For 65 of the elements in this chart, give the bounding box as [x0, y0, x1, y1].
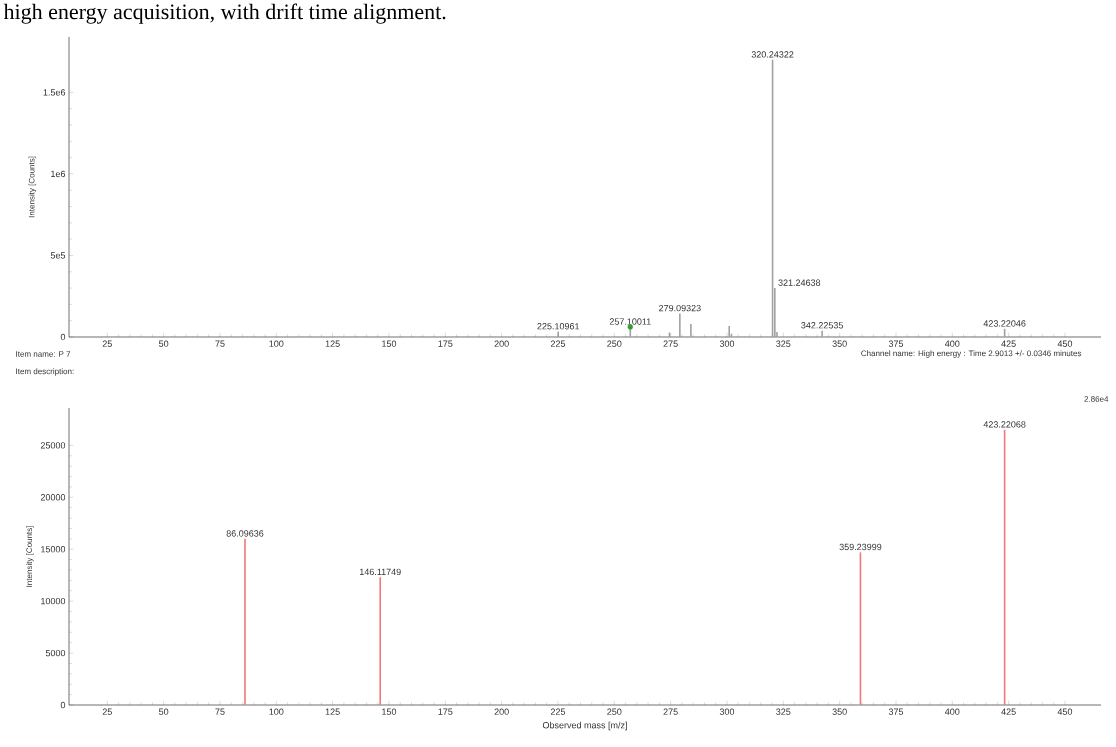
- y-tick-label: 5000: [45, 649, 66, 657]
- x-tick-label: 400: [944, 708, 960, 715]
- x-tick-label: 225: [550, 708, 566, 715]
- chart-title: high energy acquisition, with drift time alignment.: [3, 3, 446, 24]
- x-tick-label: 350: [832, 708, 847, 715]
- y-axis-title: Intensity [Counts]: [26, 526, 34, 587]
- y-tick-label: 25000: [40, 442, 66, 449]
- x-tick-label: 425: [1001, 708, 1016, 715]
- annotation: 359.23999: [839, 543, 882, 551]
- x-tick-label: 350: [832, 340, 847, 347]
- annotation: 423.22046: [983, 320, 1026, 327]
- x-tick-label: 225: [550, 340, 566, 347]
- x-tick-label: 275: [663, 340, 678, 347]
- annotation: 321.24638: [778, 279, 821, 286]
- y-axis-title: Intensity [Counts]: [28, 156, 37, 218]
- annotation: 279.09323: [659, 304, 701, 312]
- annotation: 320.24322: [751, 51, 794, 58]
- x-tick-label: 200: [494, 708, 509, 715]
- x-tick-label: 250: [607, 708, 622, 715]
- x-tick-label: 400: [944, 340, 960, 347]
- x-tick-label: 300: [719, 340, 735, 347]
- x-tick-label: 275: [663, 708, 678, 715]
- x-tick-label: 450: [1057, 340, 1073, 347]
- y-tick-label: 20000: [40, 494, 66, 501]
- x-tick-label: 375: [888, 340, 904, 347]
- x-tick-label: 150: [382, 340, 397, 347]
- x-tick-label: 25: [102, 708, 112, 715]
- y-tick-label: 10000: [41, 597, 66, 605]
- x-tick-label: 50: [159, 340, 169, 347]
- annotation: 146.11749: [359, 568, 401, 576]
- text: Item name: P 7: [16, 351, 71, 357]
- x-tick-label: 75: [215, 340, 225, 347]
- x-tick-label: 375: [888, 708, 904, 715]
- x-tick-label: 25: [102, 340, 112, 347]
- y-tick-label: 1e6: [51, 170, 66, 178]
- x-tick-label: 300: [719, 708, 735, 715]
- x-tick-label: 50: [158, 708, 169, 715]
- x-tick-label: 125: [325, 708, 340, 715]
- x-axis-title: Observed mass [m/z]: [542, 721, 627, 731]
- text: Item description:: [16, 368, 74, 376]
- x-tick-label: 175: [438, 340, 453, 347]
- text: 2.86e4: [1084, 396, 1109, 402]
- annotation: 423.22068: [983, 421, 1026, 428]
- x-tick-label: 325: [776, 340, 791, 347]
- x-tick-label: 200: [494, 340, 509, 347]
- x-tick-label: 75: [215, 708, 225, 715]
- text: Channel name: High energy : Time 2.9013 +/- 0.0346 minutes: [861, 350, 1082, 358]
- x-tick-label: 450: [1057, 708, 1073, 715]
- x-tick-label: 125: [325, 340, 340, 347]
- x-tick-label: 150: [382, 708, 397, 715]
- x-tick-label: 425: [1001, 340, 1016, 347]
- y-tick-label: 15000: [41, 546, 66, 553]
- y-tick-label: 5e5: [50, 252, 66, 259]
- y-tick-label: 1.5e6: [43, 89, 66, 96]
- annotation: 257.10011: [609, 318, 651, 325]
- x-tick-label: 325: [776, 708, 791, 715]
- x-tick-label: 250: [607, 340, 622, 347]
- annotation: 86.09636: [226, 530, 264, 537]
- y-tick-label: 0: [60, 333, 66, 341]
- x-tick-label: 175: [438, 708, 453, 715]
- annotation: 342.22535: [801, 322, 843, 329]
- x-tick-label: 100: [269, 708, 284, 715]
- x-tick-label: 100: [269, 340, 284, 347]
- annotation: 225.10961: [537, 323, 580, 330]
- y-tick-label: 0: [60, 701, 66, 709]
